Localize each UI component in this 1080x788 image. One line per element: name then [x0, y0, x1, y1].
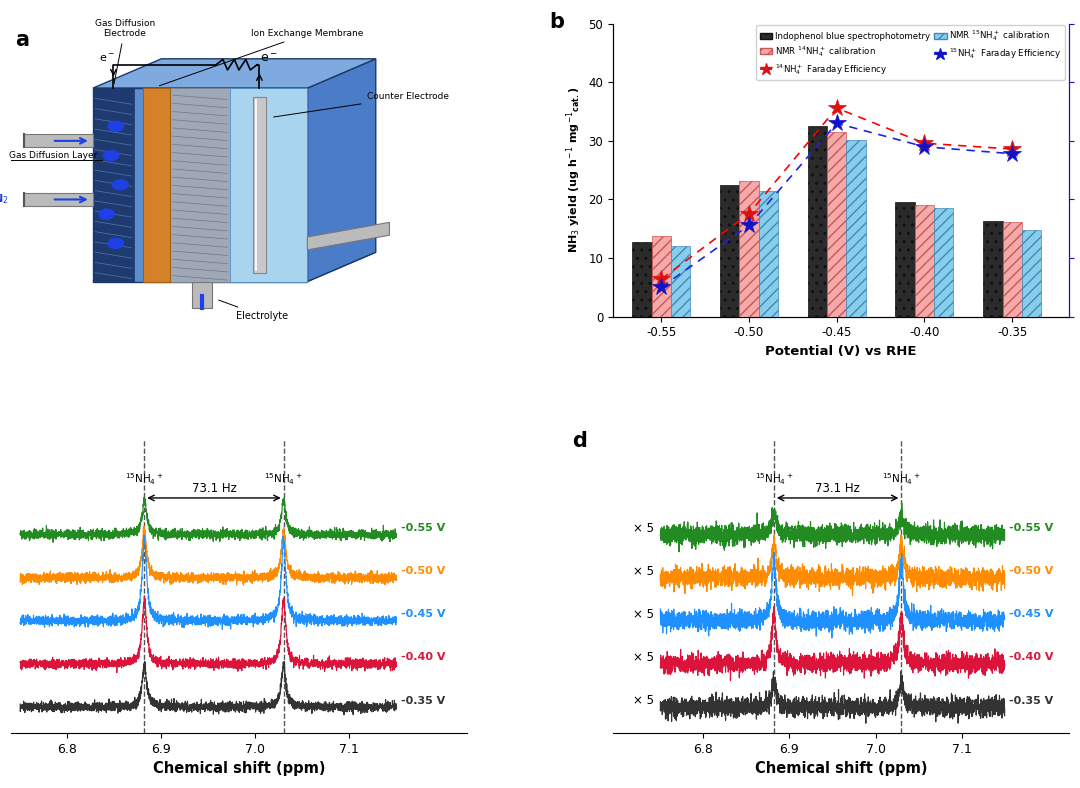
Polygon shape: [25, 135, 93, 147]
Polygon shape: [308, 59, 376, 281]
Bar: [827, 132, 847, 317]
Bar: [1022, 230, 1041, 317]
Bar: [651, 236, 671, 317]
Text: × 5: × 5: [633, 608, 654, 621]
Bar: [1002, 222, 1022, 317]
Text: e$^-$: e$^-$: [98, 54, 114, 65]
Text: × 5: × 5: [633, 651, 654, 664]
Legend: Indophenol blue spectrophotometry, NMR $^{14}$NH$_4^+$ calibration, $^{14}$NH$_4: Indophenol blue spectrophotometry, NMR $…: [756, 25, 1065, 80]
Polygon shape: [253, 97, 267, 273]
Polygon shape: [25, 193, 93, 206]
Circle shape: [108, 239, 123, 248]
Circle shape: [99, 209, 114, 219]
Text: a: a: [15, 29, 29, 50]
Bar: [895, 203, 915, 317]
Polygon shape: [93, 59, 376, 88]
Polygon shape: [192, 281, 213, 308]
Text: e$^-$: e$^-$: [259, 52, 278, 65]
Text: -0.40 V: -0.40 V: [1009, 652, 1053, 663]
Bar: [740, 181, 758, 317]
Text: Electrolyte: Electrolyte: [219, 300, 287, 321]
Circle shape: [112, 180, 129, 190]
Bar: [720, 185, 740, 317]
Polygon shape: [171, 88, 230, 281]
Text: -0.45 V: -0.45 V: [1009, 609, 1053, 619]
Text: N$_2$: N$_2$: [0, 192, 9, 206]
Text: $^{15}$NH$_4$$^+$: $^{15}$NH$_4$$^+$: [882, 471, 921, 487]
Circle shape: [108, 121, 123, 131]
Bar: [983, 221, 1002, 317]
Bar: [934, 208, 954, 317]
Polygon shape: [230, 88, 308, 281]
Text: -0.50 V: -0.50 V: [401, 567, 445, 576]
Bar: [671, 246, 690, 317]
Polygon shape: [143, 88, 171, 281]
X-axis label: Chemical shift (ppm): Chemical shift (ppm): [152, 761, 325, 776]
Polygon shape: [93, 88, 308, 281]
Text: Gas Diffusion Layer: Gas Diffusion Layer: [9, 151, 97, 160]
Circle shape: [104, 151, 119, 161]
Text: $^{15}$NH$_4$$^+$: $^{15}$NH$_4$$^+$: [265, 471, 303, 487]
Text: d: d: [572, 431, 586, 451]
Bar: [847, 139, 866, 317]
Text: 73.1 Hz: 73.1 Hz: [191, 481, 237, 495]
Text: -0.35 V: -0.35 V: [1009, 696, 1053, 705]
Text: -0.55 V: -0.55 V: [401, 523, 445, 533]
Text: -0.35 V: -0.35 V: [401, 696, 445, 705]
Text: × 5: × 5: [633, 565, 654, 578]
Bar: [915, 206, 934, 317]
Text: -0.55 V: -0.55 V: [1009, 523, 1053, 533]
Polygon shape: [93, 88, 134, 281]
Text: $^{15}$NH$_4$$^+$: $^{15}$NH$_4$$^+$: [755, 471, 794, 487]
Text: -0.45 V: -0.45 V: [401, 609, 446, 619]
Text: Gas Diffusion
Electrode: Gas Diffusion Electrode: [95, 19, 154, 84]
Text: × 5: × 5: [633, 694, 654, 707]
Text: × 5: × 5: [633, 522, 654, 534]
Text: $^{15}$NH$_4$$^+$: $^{15}$NH$_4$$^+$: [125, 471, 164, 487]
Polygon shape: [308, 222, 390, 250]
X-axis label: Chemical shift (ppm): Chemical shift (ppm): [755, 761, 928, 776]
Text: -0.50 V: -0.50 V: [1009, 567, 1053, 576]
Text: -0.40 V: -0.40 V: [401, 652, 446, 663]
Text: b: b: [549, 12, 564, 32]
Y-axis label: NH$_3$ yield (ug h$^{-1}$ mg$^{-1}$$_\mathregular{cat.}$): NH$_3$ yield (ug h$^{-1}$ mg$^{-1}$$_\ma…: [564, 87, 583, 254]
Bar: [758, 191, 778, 317]
Text: 73.1 Hz: 73.1 Hz: [815, 481, 860, 495]
Bar: [808, 126, 827, 317]
Polygon shape: [93, 252, 376, 281]
X-axis label: Potential (V) vs RHE: Potential (V) vs RHE: [766, 345, 917, 358]
Text: Counter Electrode: Counter Electrode: [273, 92, 448, 117]
Bar: [632, 242, 651, 317]
Text: Ion Exchange Membrane: Ion Exchange Membrane: [160, 29, 364, 86]
